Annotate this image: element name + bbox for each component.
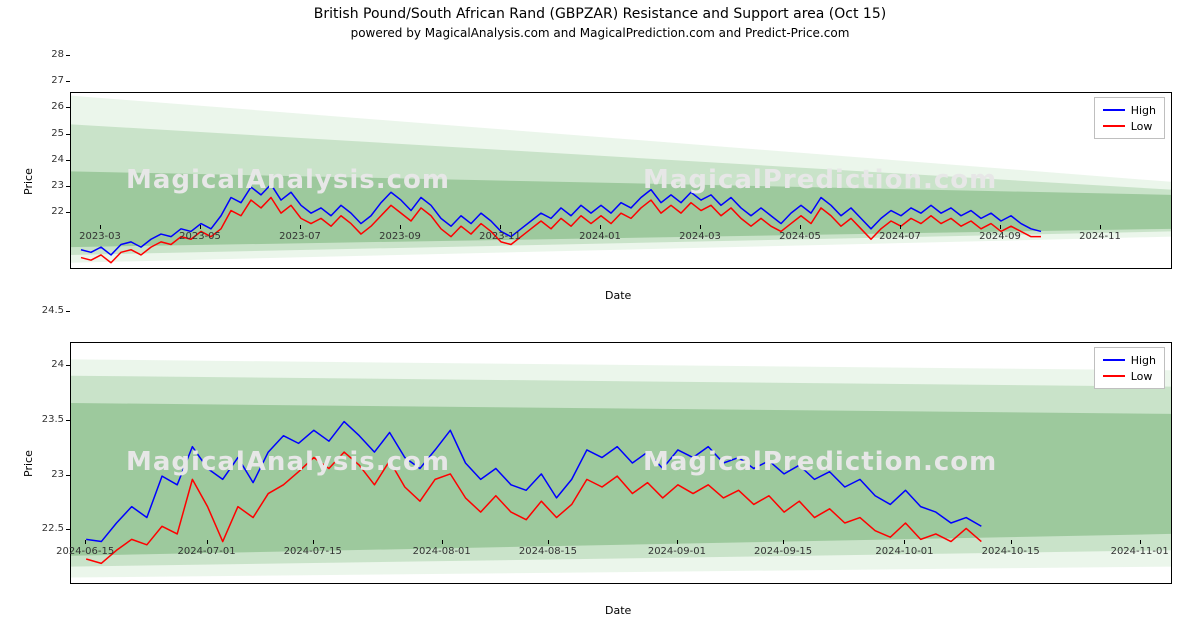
legend-swatch-low-icon xyxy=(1103,125,1125,127)
y-tick-label: 23.5 xyxy=(32,414,64,425)
plot-area-top: MagicalAnalysis.com MagicalPrediction.co… xyxy=(70,92,1172,269)
y-tick-label: 24 xyxy=(32,359,64,370)
x-tick-label: 2024-07-15 xyxy=(284,546,342,557)
x-tick-label: 2024-07 xyxy=(879,231,921,242)
legend-label-low: Low xyxy=(1131,120,1153,133)
legend-top: High Low xyxy=(1094,97,1165,139)
x-tick-label: 2024-08-01 xyxy=(413,546,471,557)
x-tick-label: 2024-10-15 xyxy=(982,546,1040,557)
x-axis-label-top: Date xyxy=(605,289,631,302)
legend-item-high: High xyxy=(1103,352,1156,368)
x-tick-label: 2023-05 xyxy=(179,231,221,242)
y-tick-label: 24 xyxy=(32,154,64,165)
legend-swatch-low-icon xyxy=(1103,375,1125,377)
x-tick-label: 2024-05 xyxy=(779,231,821,242)
y-tick-label: 25 xyxy=(32,128,64,139)
legend-item-low: Low xyxy=(1103,118,1156,134)
x-tick-label: 2024-10-01 xyxy=(875,546,933,557)
legend-swatch-high-icon xyxy=(1103,359,1125,361)
chart-title: British Pound/South African Rand (GBPZAR… xyxy=(0,0,1200,22)
y-tick-label: 23 xyxy=(32,469,64,480)
x-tick-label: 2024-09-01 xyxy=(648,546,706,557)
legend-label-high: High xyxy=(1131,104,1156,117)
y-tick-label: 22.5 xyxy=(32,523,64,534)
legend-bottom: High Low xyxy=(1094,347,1165,389)
chart-subtitle: powered by MagicalAnalysis.com and Magic… xyxy=(0,22,1200,42)
chart-container: British Pound/South African Rand (GBPZAR… xyxy=(0,0,1200,600)
y-tick-label: 23 xyxy=(32,180,64,191)
x-tick-label: 2024-08-15 xyxy=(519,546,577,557)
x-tick-label: 2023-11 xyxy=(479,231,521,242)
legend-item-high: High xyxy=(1103,102,1156,118)
x-tick-label: 2024-07-01 xyxy=(177,546,235,557)
x-tick-label: 2024-09-15 xyxy=(754,546,812,557)
x-tick-label: 2024-01 xyxy=(579,231,621,242)
legend-label-low: Low xyxy=(1131,370,1153,383)
legend-swatch-high-icon xyxy=(1103,109,1125,111)
legend-item-low: Low xyxy=(1103,368,1156,384)
y-tick-label: 24.5 xyxy=(32,305,64,316)
x-tick-label: 2024-06-15 xyxy=(56,546,114,557)
y-tick-label: 28 xyxy=(32,49,64,60)
x-axis-label-bottom: Date xyxy=(605,604,631,617)
y-tick-label: 22 xyxy=(32,206,64,217)
y-tick-label: 26 xyxy=(32,101,64,112)
x-tick-label: 2024-11 xyxy=(1079,231,1121,242)
x-tick-label: 2024-11-01 xyxy=(1111,546,1169,557)
x-tick-label: 2023-07 xyxy=(279,231,321,242)
x-tick-label: 2024-09 xyxy=(979,231,1021,242)
x-tick-label: 2024-03 xyxy=(679,231,721,242)
x-tick-label: 2023-09 xyxy=(379,231,421,242)
legend-label-high: High xyxy=(1131,354,1156,367)
y-tick-label: 27 xyxy=(32,75,64,86)
x-tick-label: 2023-03 xyxy=(79,231,121,242)
